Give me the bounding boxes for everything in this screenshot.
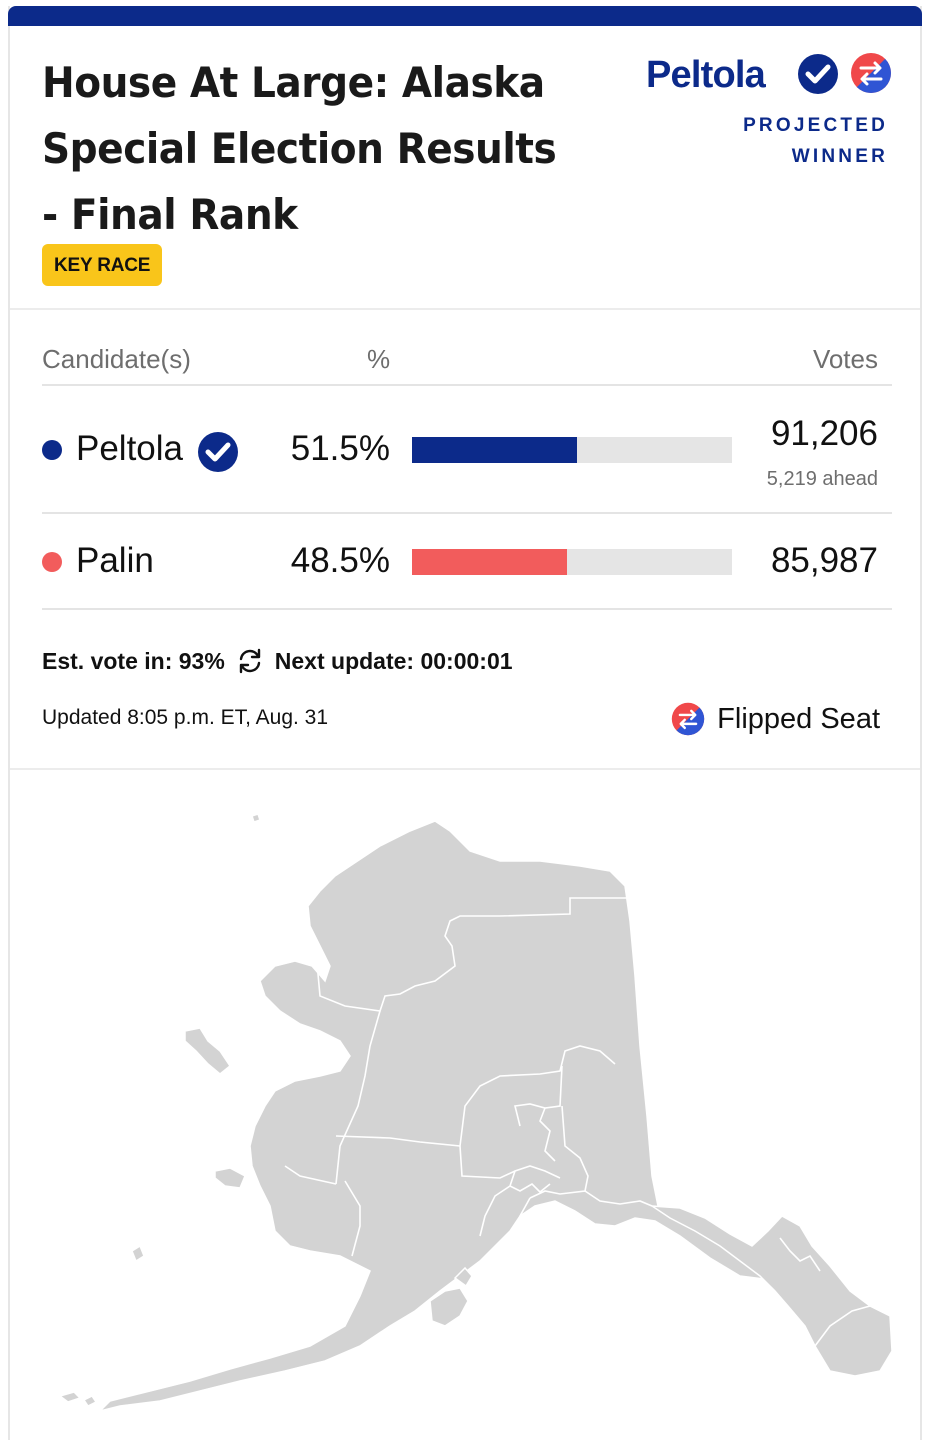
projected-label-line1: PROJECTED — [743, 115, 888, 136]
vote-share-bar — [412, 437, 732, 463]
flipped-seat-icon — [851, 53, 891, 93]
estimated-vote-status: Est. vote in: 93% Next update: 00:00:01 — [42, 646, 513, 676]
flipped-seat-icon — [671, 702, 705, 736]
candidate-percent: 51.5% — [290, 429, 390, 468]
palin-party-dot — [42, 552, 62, 572]
candidate-name: Peltola — [76, 429, 184, 468]
vote-share-bar — [412, 549, 732, 575]
header-votes: Votes — [812, 344, 878, 374]
check-circle-icon — [798, 54, 838, 94]
check-circle-icon — [198, 432, 238, 472]
header-candidates: Candidate(s) — [42, 344, 191, 374]
row-rule — [42, 608, 892, 610]
updated-timestamp: Updated 8:05 p.m. ET, Aug. 31 — [42, 706, 329, 729]
flipped-seat-legend: Flipped Seat — [671, 702, 880, 736]
next-update: Next update: 00:00:01 — [274, 647, 513, 674]
race-title: House At Large: Alaska Special Election … — [42, 58, 557, 239]
map-divider — [10, 768, 920, 770]
header-divider — [10, 308, 920, 310]
candidate-percent: 48.5% — [290, 541, 390, 580]
vote-lead: 5,219 ahead — [766, 468, 878, 490]
header-percent: % — [367, 344, 391, 374]
alaska-district-map[interactable] — [40, 806, 900, 1416]
top-accent-bar — [8, 6, 922, 26]
key-race-badge: KEY RACE — [42, 244, 163, 286]
race-results-card: House At Large: Alaska Special Election … — [8, 6, 922, 1440]
table-header-rule — [42, 384, 892, 386]
candidate-votes: 85,987 — [770, 541, 878, 580]
est-vote-in: Est. vote in: 93% — [42, 647, 225, 674]
row-rule — [42, 512, 892, 514]
projected-winner-name: Peltola — [646, 54, 766, 96]
flipped-seat-label: Flipped Seat — [717, 702, 880, 735]
candidate-name: Palin — [76, 541, 154, 580]
refresh-icon — [239, 648, 260, 674]
peltola-party-dot — [42, 440, 62, 460]
vote-share-fill — [412, 549, 568, 575]
vote-share-fill — [412, 437, 577, 463]
projected-winner-label: PROJECTED WINNER — [743, 110, 888, 172]
projected-label-line2: WINNER — [791, 146, 888, 167]
candidate-votes: 91,206 — [770, 414, 878, 453]
